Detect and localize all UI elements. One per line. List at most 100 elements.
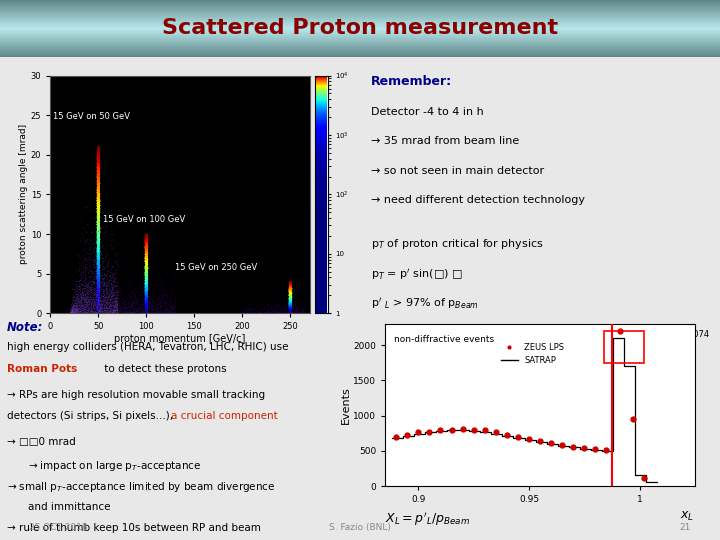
Point: [131, 307, 143, 316]
Point: [93, 178, 104, 186]
Point: [284, 288, 296, 296]
Point: [141, 239, 153, 247]
Point: [93, 196, 104, 205]
Point: [140, 303, 152, 312]
Point: [93, 180, 104, 189]
Point: [140, 279, 151, 288]
Point: [142, 240, 153, 248]
Point: [94, 301, 105, 310]
Point: [140, 268, 152, 276]
Point: [92, 255, 104, 264]
Point: [164, 305, 176, 313]
Point: [140, 300, 151, 309]
Point: [284, 282, 296, 291]
Point: [93, 154, 104, 163]
Point: [92, 276, 104, 285]
Point: [93, 212, 104, 221]
Point: [141, 255, 153, 264]
Point: [140, 273, 152, 281]
Point: [76, 288, 87, 297]
Point: [93, 217, 104, 225]
Point: [123, 297, 135, 306]
Point: [93, 242, 104, 251]
Point: [93, 269, 104, 278]
Point: [141, 299, 153, 308]
Point: [108, 246, 120, 255]
Point: [92, 207, 104, 215]
Point: [140, 300, 152, 308]
Point: [150, 297, 161, 306]
Point: [141, 303, 153, 312]
Point: [131, 301, 143, 310]
Point: [91, 228, 103, 237]
Point: [141, 245, 153, 253]
Point: [93, 276, 104, 285]
Point: [92, 167, 104, 176]
Point: [71, 301, 82, 309]
Point: [93, 251, 104, 260]
Point: [93, 196, 104, 205]
Point: [114, 289, 126, 298]
Point: [93, 281, 104, 290]
Point: [94, 190, 105, 199]
Point: [94, 232, 105, 240]
Point: [98, 303, 109, 312]
Point: [92, 285, 104, 294]
Point: [141, 261, 153, 270]
Point: [94, 251, 105, 259]
Point: [141, 249, 153, 258]
Point: [93, 252, 104, 260]
Point: [104, 308, 115, 316]
Point: [94, 221, 105, 230]
Point: [78, 286, 90, 294]
Point: [141, 252, 153, 261]
Point: [92, 168, 104, 177]
Point: [79, 304, 91, 313]
Point: [93, 191, 104, 199]
Point: [92, 156, 104, 165]
Point: [140, 258, 152, 266]
Point: [122, 298, 133, 307]
Point: [140, 306, 151, 315]
Point: [94, 253, 105, 261]
Point: [93, 300, 104, 309]
Point: [93, 207, 104, 216]
Point: [141, 272, 153, 281]
Point: [153, 281, 165, 290]
Point: [140, 238, 151, 246]
Point: [263, 305, 274, 313]
Point: [93, 304, 104, 313]
Point: [140, 251, 152, 260]
Point: [93, 151, 104, 159]
Point: [284, 280, 296, 288]
Point: [140, 252, 152, 260]
Point: [282, 306, 294, 315]
Point: [92, 285, 104, 293]
Point: [92, 207, 104, 216]
Point: [141, 307, 153, 315]
Point: [285, 303, 297, 312]
Point: [78, 300, 89, 308]
Point: [270, 294, 282, 303]
Point: [92, 199, 104, 207]
Point: [140, 268, 152, 276]
Point: [93, 228, 104, 237]
Point: [140, 247, 152, 256]
Point: [92, 266, 104, 274]
Point: [141, 256, 153, 265]
Point: [140, 308, 152, 316]
Point: [92, 150, 104, 159]
Point: [285, 281, 297, 290]
Point: [140, 281, 152, 290]
Point: [140, 291, 152, 299]
Point: [92, 294, 104, 302]
Point: [93, 245, 104, 254]
Point: [91, 272, 103, 281]
Point: [141, 259, 153, 268]
Point: [141, 258, 153, 267]
Point: [100, 262, 112, 271]
Point: [92, 281, 104, 290]
Point: [140, 282, 151, 291]
Point: [140, 272, 151, 280]
Point: [284, 301, 296, 310]
